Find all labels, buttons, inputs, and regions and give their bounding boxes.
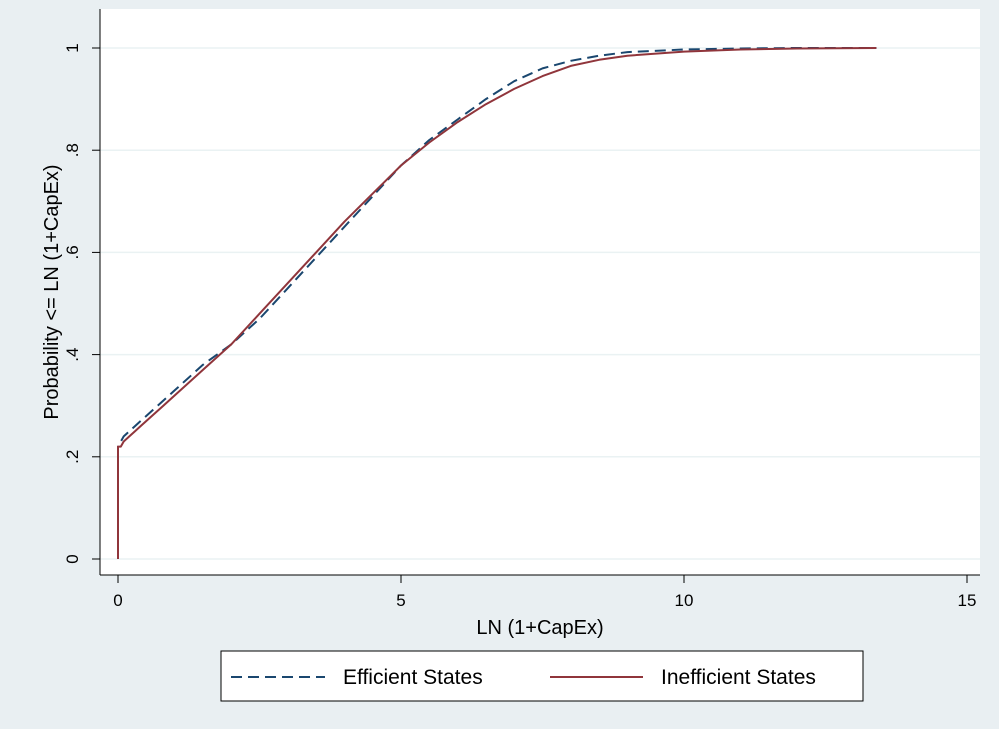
legend-label-efficient: Efficient States xyxy=(343,666,483,689)
y-tick-label-3: .6 xyxy=(63,245,82,259)
gridlines xyxy=(100,47,980,560)
series-line-inefficient xyxy=(117,47,877,559)
y-tick-label-4: .8 xyxy=(63,143,82,157)
x-tick-label-3: 15 xyxy=(958,591,977,610)
x-tick-label-0: 0 xyxy=(113,591,122,610)
y-axis-ticks: 0 .2 .4 .6 .8 1 xyxy=(63,43,100,564)
series-lines xyxy=(117,47,877,559)
legend-label-inefficient: Inefficient States xyxy=(661,666,816,689)
plot-area xyxy=(100,9,980,575)
x-tick-label-1: 5 xyxy=(396,591,405,610)
legend: Efficient States Inefficient States xyxy=(220,650,864,702)
x-axis-title: LN (1+CapEx) xyxy=(476,617,603,639)
series-line-efficient xyxy=(117,47,877,559)
x-tick-label-2: 10 xyxy=(675,591,694,610)
x-axis-ticks: 0 5 10 15 xyxy=(113,575,976,610)
y-axis-title: Probability <= LN (1+CapEx) xyxy=(41,164,63,419)
legend-box xyxy=(220,650,864,702)
y-tick-label-0: 0 xyxy=(63,554,82,563)
y-tick-label-2: .4 xyxy=(63,348,82,362)
y-tick-label-5: 1 xyxy=(63,43,82,52)
y-tick-label-1: .2 xyxy=(63,450,82,464)
